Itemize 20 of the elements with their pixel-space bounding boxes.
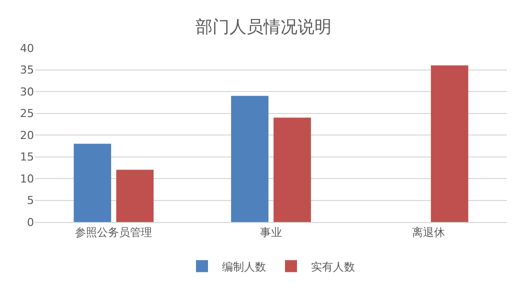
y-tick-label: 10 [20, 172, 34, 186]
x-tick-label: 离退休 [412, 226, 445, 240]
bar [274, 118, 311, 222]
y-tick-label: 5 [27, 194, 34, 208]
bar [430, 65, 468, 222]
bar [231, 96, 268, 222]
y-tick-label: 25 [20, 107, 34, 120]
y-tick-label: 20 [20, 128, 34, 142]
y-tick-label: 40 [20, 42, 34, 55]
chart-title: 部门人员情况说明 [196, 17, 332, 38]
y-tick-label: 15 [20, 150, 34, 164]
y-tick-label: 35 [20, 64, 34, 77]
y-tick-label: 30 [20, 85, 34, 98]
bar [116, 170, 154, 222]
x-tick-label: 事业 [260, 226, 282, 240]
y-tick-label: 0 [27, 216, 34, 229]
legend-label: 实有人数 [311, 260, 355, 274]
x-tick-label: 参照公务员管理 [75, 226, 152, 240]
legend-label: 编制人数 [222, 260, 266, 274]
bar [74, 144, 112, 222]
